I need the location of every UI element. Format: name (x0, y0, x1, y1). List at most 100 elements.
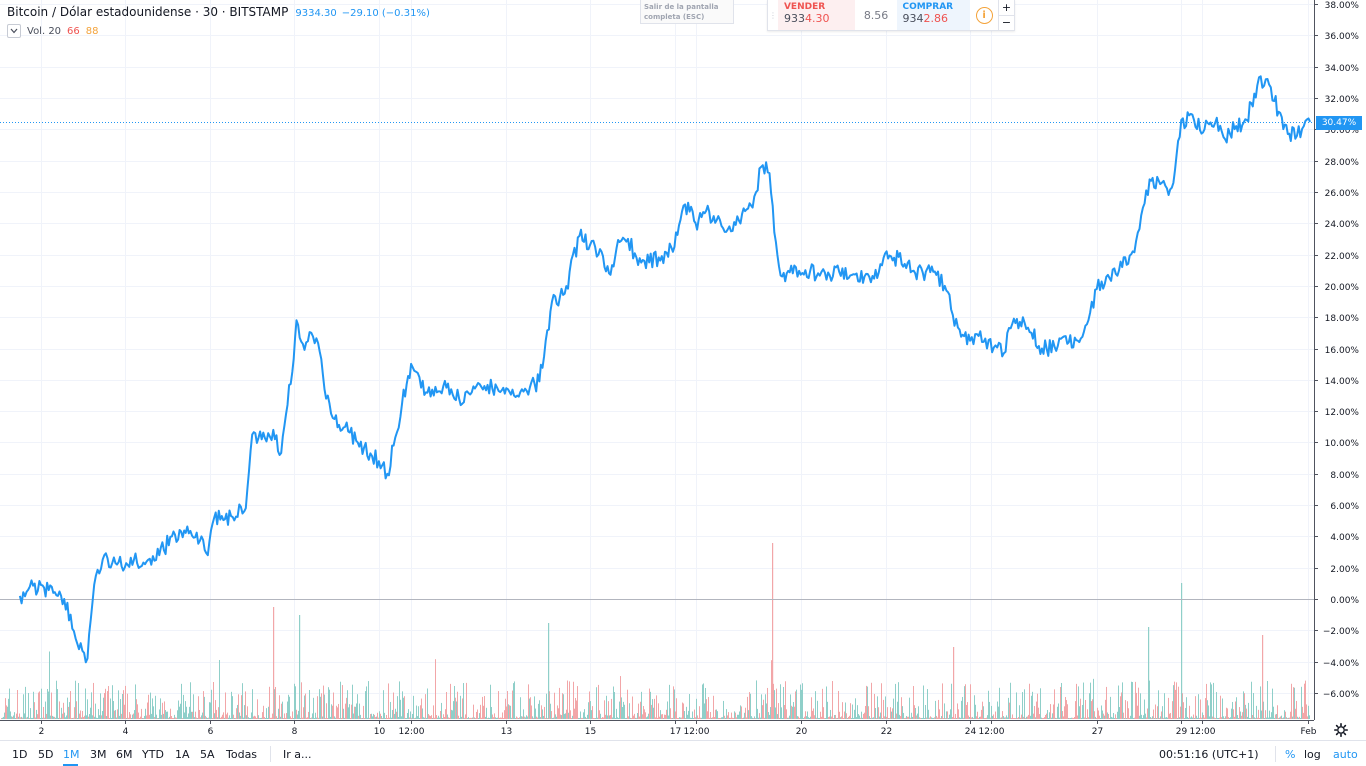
volume-bar (1205, 698, 1206, 719)
volume-bar (97, 717, 98, 719)
volume-bar (726, 709, 727, 719)
clock-readout[interactable]: 00:51:16 (UTC+1) (1159, 748, 1259, 761)
volume-bar (92, 715, 93, 719)
volume-bar (575, 698, 576, 719)
x-tick-label: 12:00 (399, 727, 425, 737)
volume-bar (409, 717, 410, 719)
range-button-5a[interactable]: 5A (200, 748, 215, 761)
log-scale-toggle[interactable]: log (1304, 748, 1321, 761)
y-tick-label: 22.00% (1325, 252, 1360, 262)
volume-bar (809, 718, 810, 719)
volume-bar (742, 717, 743, 719)
volume-bar (377, 712, 378, 719)
volume-bar (218, 707, 219, 719)
sell-button[interactable]: VENDER 9334.30 (777, 0, 855, 30)
buy-price: 9342.86 (902, 12, 965, 25)
price-chart[interactable]: 38.00%36.00%34.00%32.00%30.00%28.00%26.0… (0, 0, 1366, 740)
volume-bar (1191, 716, 1192, 719)
volume-bar (805, 711, 806, 719)
volume-bar (143, 717, 144, 719)
x-tick-label: Feb (1301, 727, 1317, 737)
volume-bar (417, 716, 418, 719)
volume-bar (312, 713, 313, 719)
volume-bar (846, 713, 847, 719)
auto-scale-toggle[interactable]: auto (1333, 748, 1358, 761)
volume-bar (931, 717, 932, 719)
percent-scale-toggle[interactable]: % (1285, 748, 1296, 761)
volume-bar (786, 709, 787, 719)
range-button-6m[interactable]: 6M (116, 748, 133, 761)
volume-bar (527, 716, 528, 719)
minus-button[interactable]: − (1001, 16, 1012, 30)
plus-button[interactable]: + (999, 0, 1014, 16)
spread-value: 8.56 (863, 8, 889, 22)
volume-bar (303, 707, 304, 719)
volume-bar (1176, 682, 1177, 719)
range-button-1m[interactable]: 1M (63, 748, 80, 761)
volume-bar (624, 704, 625, 719)
volume-bar (1012, 714, 1013, 719)
volume-bar (732, 717, 733, 719)
volume-bar (784, 704, 785, 719)
volume-bar (549, 691, 550, 719)
volume-bar (1073, 718, 1074, 719)
range-button-ytd[interactable]: YTD (142, 748, 164, 761)
symbol-title[interactable]: Bitcoin / Dólar estadounidense · 30 · BI… (7, 5, 289, 19)
volume-bar (306, 717, 307, 719)
volume-bar (643, 706, 644, 719)
volume-bar (449, 717, 450, 719)
volume-bar (271, 717, 272, 719)
volume-bar (1100, 717, 1101, 719)
volume-bar (1139, 715, 1140, 719)
price-axis: 38.00% 36.00% 34.00% 32.00% 30.00% 28.00% 26.0… (1314, 0, 1359, 720)
volume-bar (526, 715, 527, 719)
volume-bar (455, 697, 456, 719)
volume-bar (716, 709, 717, 719)
volume-bar (633, 715, 634, 719)
drag-handle-icon[interactable]: ⋮ (768, 10, 777, 20)
volume-bar (207, 717, 208, 719)
volume-bar (792, 706, 793, 719)
volume-bar (148, 694, 149, 719)
volume-bar (91, 692, 92, 719)
volume-bar (494, 713, 495, 719)
volume-bar (342, 685, 343, 719)
volume-bar (666, 709, 667, 719)
volume-bar (814, 715, 815, 719)
goto-date-button[interactable]: Ir a... (283, 748, 312, 761)
volume-bar (978, 717, 979, 719)
volume-bar (87, 699, 88, 719)
gear-icon[interactable] (1316, 720, 1366, 740)
chevron-down-icon[interactable] (7, 24, 21, 38)
volume-bar (604, 700, 605, 719)
volume-bar (1203, 715, 1204, 719)
range-button-3m[interactable]: 3M (90, 748, 107, 761)
volume-bar (1287, 717, 1288, 719)
volume-spike-bar (548, 623, 550, 719)
range-button-1a[interactable]: 1A (175, 748, 190, 761)
volume-bar (108, 686, 109, 719)
volume-bar (974, 695, 975, 719)
volume-bar (1194, 717, 1195, 719)
volume-bar (484, 696, 485, 719)
exit-fullscreen-button[interactable]: Salir de la pantalla completa (ESC) (640, 0, 734, 24)
volume-bar (922, 717, 923, 719)
volume-bar (134, 710, 135, 719)
volume-bar (169, 716, 170, 719)
range-button-todas[interactable]: Todas (226, 748, 258, 761)
range-button-1d[interactable]: 1D (12, 748, 28, 761)
volume-bar (1065, 697, 1066, 719)
volume-bar (304, 695, 305, 719)
info-button[interactable]: i (970, 0, 998, 30)
buy-button[interactable]: COMPRAR 9342.86 (897, 0, 971, 30)
volume-bar (821, 716, 822, 719)
volume-bar (910, 717, 911, 719)
volume-bar (1144, 699, 1145, 719)
range-button-5d[interactable]: 5D (38, 748, 54, 761)
volume-bar (884, 716, 885, 719)
volume-bar (1049, 712, 1050, 719)
volume-bar (791, 705, 792, 719)
volume-bar (242, 683, 243, 719)
volume-bar (951, 683, 952, 719)
volume-bar (74, 707, 75, 719)
